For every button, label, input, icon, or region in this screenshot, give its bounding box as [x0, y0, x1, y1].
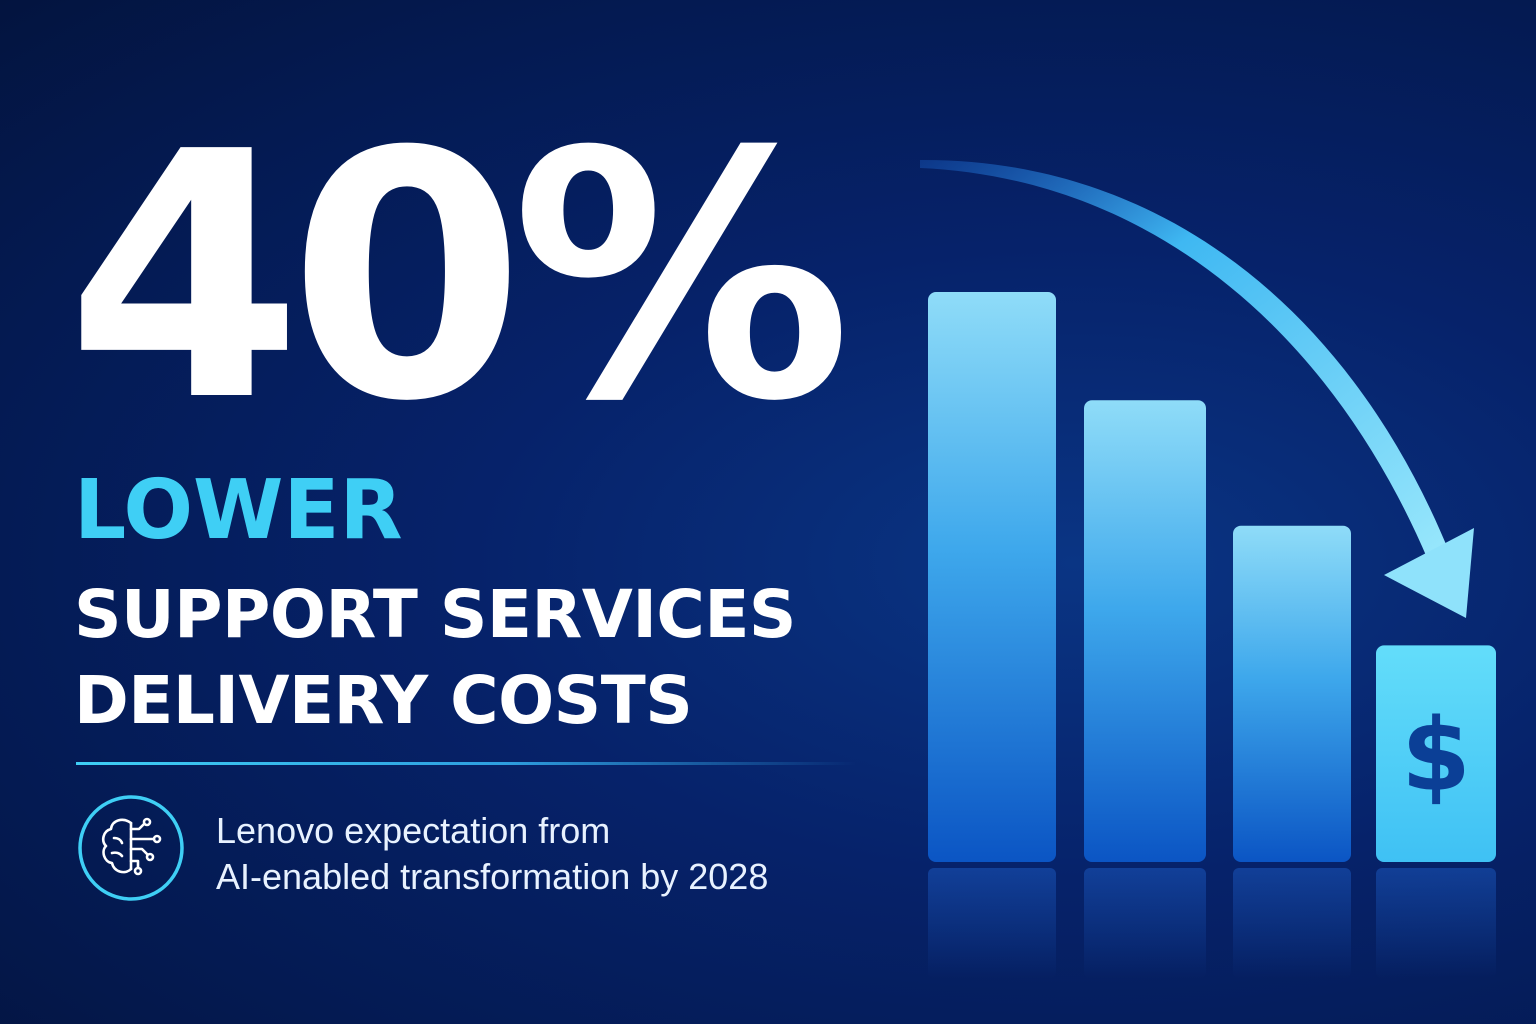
dollar-sign-icon: $: [1401, 697, 1471, 814]
bar-1: [928, 292, 1056, 862]
headline-percentage: 40%: [66, 80, 852, 476]
caption: Lenovo expectation from AI-enabled trans…: [216, 808, 768, 900]
subhead-line-2: DELIVERY COSTS: [74, 662, 693, 739]
bar-reflection-1: [928, 868, 1056, 978]
bar-3: [1233, 525, 1351, 862]
ai-brain-circuit-icon: [76, 793, 186, 903]
bar-reflection-2: [1084, 868, 1206, 978]
bar-4: [1376, 645, 1496, 862]
bar-reflection-3: [1233, 868, 1351, 978]
bar-2: [1084, 400, 1206, 862]
caption-line-1: Lenovo expectation from: [216, 810, 611, 851]
bar-reflection-4: [1376, 868, 1496, 978]
caption-line-2: AI-enabled transformation by 2028: [216, 856, 769, 897]
divider: [76, 762, 856, 765]
subhead-accent: LOWER: [74, 463, 403, 558]
trend-arrow: [920, 159, 1474, 618]
subhead-line-1: SUPPORT SERVICES: [74, 576, 796, 653]
